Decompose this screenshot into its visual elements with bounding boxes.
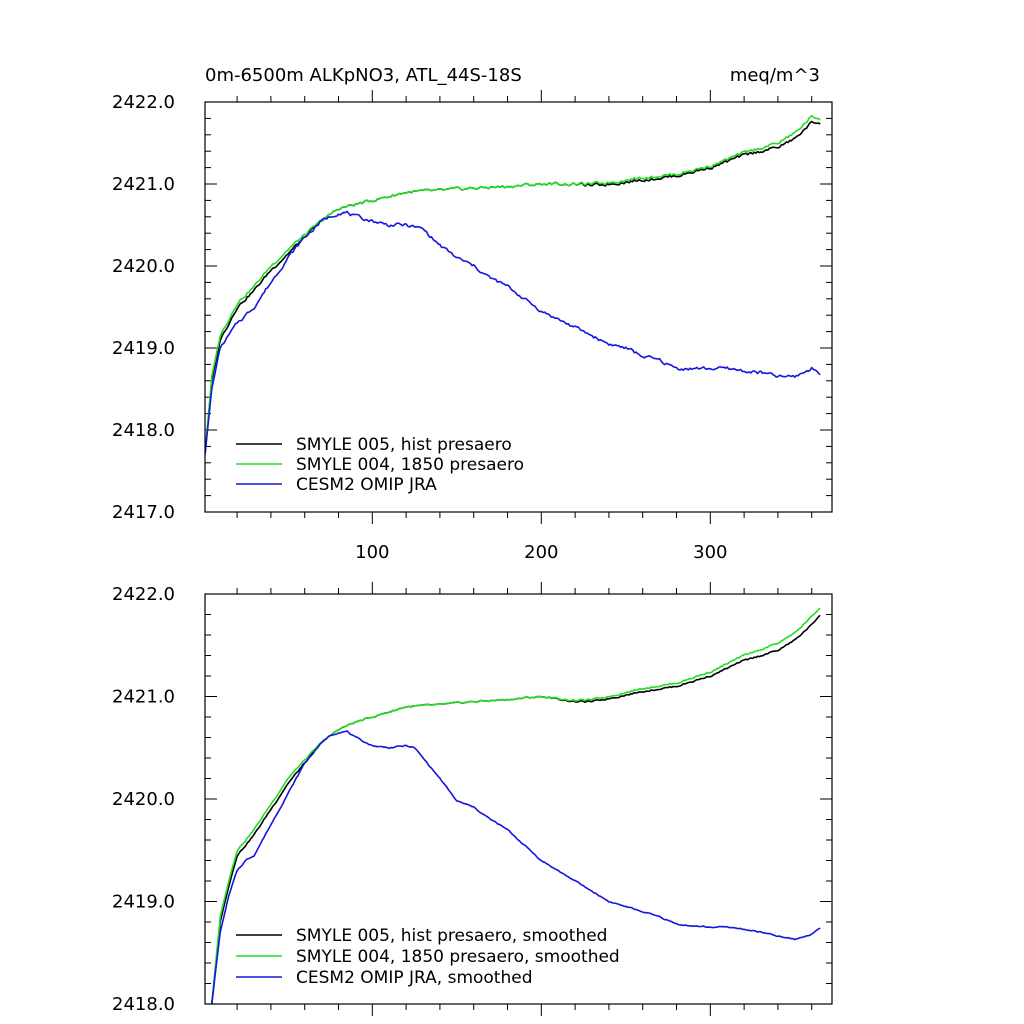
plot-frame	[204, 593, 833, 1005]
axes-ticks: 2417.0 2418.0 2419.0 2420.0 2421.0 2422.0 100 2…	[112, 90, 832, 563]
legend-label: SMYLE 005, hist presaero, smoothed	[296, 926, 607, 946]
y-tick-label: 2420.0	[112, 256, 175, 277]
y-tick-label: 2421.0	[112, 174, 175, 195]
legend-label: SMYLE 005, hist presaero	[296, 435, 512, 455]
legend-label: CESM2 OMIP JRA	[296, 475, 437, 495]
y-tick-label: 2420.0	[112, 789, 175, 810]
x-tick-label: 100	[355, 542, 389, 563]
series-line	[211, 730, 821, 1004]
data-lines	[211, 607, 821, 1004]
y-tick-label: 2418.0	[112, 420, 175, 441]
legend-label: SMYLE 004, 1850 presaero	[296, 455, 524, 475]
series-line	[205, 120, 821, 455]
series-line	[205, 114, 821, 455]
bottom-panel: 2418.0 2419.0 2420.0 2421.0 2422.0 SMYLE 005…	[112, 582, 833, 1016]
y-tick-label: 2419.0	[112, 338, 175, 359]
data-lines	[205, 114, 821, 455]
x-tick-label: 300	[693, 542, 727, 563]
y-tick-label: 2418.0	[112, 994, 175, 1015]
legend-label: SMYLE 004, 1850 presaero, smoothed	[296, 947, 620, 967]
y-tick-label: 2419.0	[112, 892, 175, 913]
legend: SMYLE 005, hist presaero, smoothedSMYLE …	[236, 926, 620, 988]
y-tick-label: 2422.0	[112, 584, 175, 605]
legend-label: CESM2 OMIP JRA, smoothed	[296, 968, 533, 988]
series-line	[211, 607, 821, 1004]
top-panel: 0m-6500m ALKpNO3, ATL_44S-18S meq/m^3 24…	[112, 65, 833, 563]
plot-frame	[204, 101, 833, 513]
y-tick-label: 2421.0	[112, 687, 175, 708]
series-line	[205, 210, 821, 455]
y-tick-label: 2422.0	[112, 92, 175, 113]
y-tick-label: 2417.0	[112, 502, 175, 523]
units-label: meq/m^3	[730, 65, 820, 86]
x-tick-label: 200	[524, 542, 558, 563]
chart-title: 0m-6500m ALKpNO3, ATL_44S-18S	[205, 65, 522, 86]
